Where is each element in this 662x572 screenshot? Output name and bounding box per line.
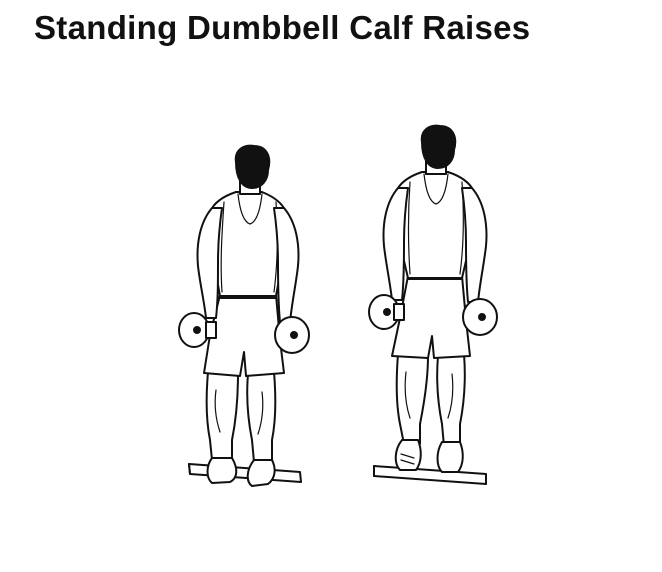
right-dumbbell xyxy=(462,298,498,336)
head-hair xyxy=(234,144,271,189)
shorts xyxy=(391,275,471,359)
head-hair xyxy=(420,124,457,169)
figure-start-position xyxy=(178,144,310,487)
left-arm xyxy=(196,207,223,319)
left-dumbbell xyxy=(178,312,217,348)
step-platform xyxy=(188,463,302,483)
left-dumbbell xyxy=(368,294,405,330)
step-platform xyxy=(373,465,487,485)
right-leg xyxy=(246,371,277,463)
left-arm xyxy=(382,187,409,301)
right-leg xyxy=(436,353,466,447)
figure-raised-position xyxy=(368,124,498,485)
left-leg xyxy=(205,371,239,461)
exercise-title: Standing Dumbbell Calf Raises xyxy=(34,9,531,46)
left-leg xyxy=(395,353,429,445)
shorts xyxy=(203,294,285,377)
right-arm xyxy=(461,187,488,303)
left-shoe xyxy=(206,457,238,484)
right-dumbbell xyxy=(274,316,310,354)
right-shoe xyxy=(246,459,276,487)
right-shoe xyxy=(436,441,464,473)
left-shoe xyxy=(394,439,422,471)
